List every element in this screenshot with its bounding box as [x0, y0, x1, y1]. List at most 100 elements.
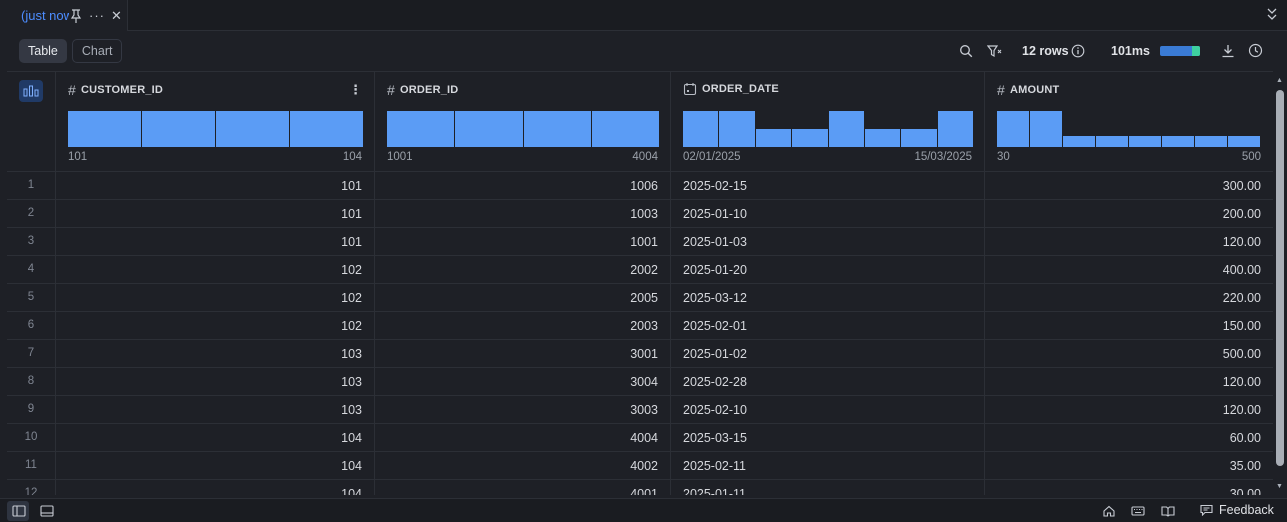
- cell-customer-id[interactable]: 101: [55, 200, 374, 228]
- cell-amount[interactable]: 120.00: [984, 368, 1273, 396]
- keyboard-icon[interactable]: [1131, 505, 1145, 517]
- cell-customer-id[interactable]: 101: [55, 228, 374, 256]
- more-options-icon[interactable]: ···: [89, 8, 105, 23]
- cell-order-date[interactable]: 2025-02-11: [670, 452, 984, 480]
- scroll-down-icon[interactable]: ▼: [1276, 483, 1283, 490]
- cell-amount[interactable]: 220.00: [984, 284, 1273, 312]
- cell-amount[interactable]: 400.00: [984, 256, 1273, 284]
- cell-order-date[interactable]: 2025-01-02: [670, 340, 984, 368]
- column-menu-icon[interactable]: ⋮: [349, 82, 362, 97]
- vertical-scrollbar[interactable]: ▲ ▼: [1273, 71, 1287, 495]
- cell-amount[interactable]: 120.00: [984, 228, 1273, 256]
- cell-order-id[interactable]: 4002: [374, 452, 670, 480]
- info-icon[interactable]: [1071, 44, 1085, 58]
- cell-order-date[interactable]: 2025-02-10: [670, 396, 984, 424]
- cell-order-date[interactable]: 2025-03-12: [670, 284, 984, 312]
- cell-amount[interactable]: 35.00: [984, 452, 1273, 480]
- cell-order-date[interactable]: 2025-02-28: [670, 368, 984, 396]
- cell-customer-id[interactable]: 103: [55, 368, 374, 396]
- cell-customer-id[interactable]: 104: [55, 424, 374, 452]
- table-row[interactable]: 10 104 4004 2025-03-15 60.00: [7, 424, 1273, 452]
- cell-customer-id[interactable]: 102: [55, 256, 374, 284]
- row-number: 12: [24, 487, 38, 495]
- column-histogram: [997, 111, 1260, 147]
- column-header-customer-id[interactable]: # CUSTOMER_ID ⋮ 101 104: [55, 72, 374, 172]
- table-row[interactable]: 7 103 3001 2025-01-02 500.00: [7, 340, 1273, 368]
- range-min: 30: [997, 151, 1010, 163]
- cell-order-date[interactable]: 2025-03-15: [670, 424, 984, 452]
- table-row[interactable]: 4 102 2002 2025-01-20 400.00: [7, 256, 1273, 284]
- table-row[interactable]: 1 101 1006 2025-02-15 300.00: [7, 172, 1273, 200]
- table-row[interactable]: 8 103 3004 2025-02-28 120.00: [7, 368, 1273, 396]
- cell-order-id[interactable]: 2005: [374, 284, 670, 312]
- bottom-panel-icon[interactable]: [40, 505, 54, 517]
- table-row[interactable]: 12 104 4001 2025-01-11 30.00: [7, 480, 1273, 495]
- cell-order-id[interactable]: 3003: [374, 396, 670, 424]
- table-row[interactable]: 3 101 1001 2025-01-03 120.00: [7, 228, 1273, 256]
- query-duration: 101ms: [1111, 44, 1150, 58]
- download-icon[interactable]: [1221, 44, 1235, 58]
- table-view-button[interactable]: Table: [19, 39, 67, 63]
- cell-order-id[interactable]: 3001: [374, 340, 670, 368]
- column-header-amount[interactable]: # AMOUNT 30 500: [984, 72, 1273, 172]
- cell-amount[interactable]: 60.00: [984, 424, 1273, 452]
- hash-icon: #: [997, 82, 1005, 98]
- cell-customer-id[interactable]: 102: [55, 284, 374, 312]
- range-max: 500: [1241, 151, 1261, 163]
- table-row[interactable]: 2 101 1003 2025-01-10 200.00: [7, 200, 1273, 228]
- cell-order-id[interactable]: 2002: [374, 256, 670, 284]
- filter-icon[interactable]: [987, 44, 1002, 58]
- chart-view-button[interactable]: Chart: [71, 39, 123, 63]
- cell-order-id[interactable]: 3004: [374, 368, 670, 396]
- scroll-up-icon[interactable]: ▲: [1276, 77, 1283, 84]
- history-icon[interactable]: [1248, 43, 1263, 58]
- home-icon[interactable]: [1102, 505, 1116, 517]
- cell-order-id[interactable]: 1003: [374, 200, 670, 228]
- table-row[interactable]: 11 104 4002 2025-02-11 35.00: [7, 452, 1273, 480]
- pin-icon[interactable]: [70, 8, 82, 23]
- collapse-panel-icon[interactable]: [1266, 7, 1278, 21]
- hash-icon: #: [387, 82, 395, 98]
- cell-amount[interactable]: 200.00: [984, 200, 1273, 228]
- table-row[interactable]: 9 103 3003 2025-02-10 120.00: [7, 396, 1273, 424]
- histogram-bar: [1162, 136, 1194, 147]
- cell-order-date[interactable]: 2025-01-10: [670, 200, 984, 228]
- cell-customer-id[interactable]: 104: [55, 480, 374, 495]
- docs-book-icon[interactable]: [1161, 505, 1175, 517]
- cell-amount[interactable]: 500.00: [984, 340, 1273, 368]
- cell-customer-id[interactable]: 103: [55, 340, 374, 368]
- column-header-order-date[interactable]: ORDER_DATE 02/01/2025 15/03/2025: [670, 72, 984, 172]
- search-icon[interactable]: [959, 44, 973, 58]
- cell-order-date[interactable]: 2025-01-11: [670, 480, 984, 495]
- cell-amount[interactable]: 30.00: [984, 480, 1273, 495]
- feedback-button[interactable]: Feedback: [1200, 503, 1274, 517]
- cell-customer-id[interactable]: 103: [55, 396, 374, 424]
- cell-amount[interactable]: 300.00: [984, 172, 1273, 200]
- close-tab-icon[interactable]: ✕: [111, 7, 122, 23]
- row-count: 12 rows: [1022, 44, 1069, 58]
- cell-order-date[interactable]: 2025-01-03: [670, 228, 984, 256]
- column-header-order-id[interactable]: # ORDER_ID 1001 4004: [374, 72, 670, 172]
- range-min: 101: [68, 151, 88, 163]
- cell-customer-id[interactable]: 101: [55, 172, 374, 200]
- cell-order-date[interactable]: 2025-01-20: [670, 256, 984, 284]
- cell-order-id[interactable]: 1001: [374, 228, 670, 256]
- cell-amount[interactable]: 150.00: [984, 312, 1273, 340]
- column-name: # ORDER_ID: [387, 82, 459, 98]
- cell-customer-id[interactable]: 104: [55, 452, 374, 480]
- cell-order-id[interactable]: 2003: [374, 312, 670, 340]
- column-stats-toggle[interactable]: [19, 80, 43, 102]
- cell-order-id[interactable]: 4004: [374, 424, 670, 452]
- table-row[interactable]: 5 102 2005 2025-03-12 220.00: [7, 284, 1273, 312]
- table-row[interactable]: 6 102 2003 2025-02-01 150.00: [7, 312, 1273, 340]
- cell-order-date[interactable]: 2025-02-01: [670, 312, 984, 340]
- histogram-bar: [901, 129, 937, 147]
- cell-order-id[interactable]: 1006: [374, 172, 670, 200]
- cell-amount[interactable]: 120.00: [984, 396, 1273, 424]
- scrollbar-thumb[interactable]: [1276, 90, 1284, 466]
- cell-customer-id[interactable]: 102: [55, 312, 374, 340]
- histogram-bar: [828, 111, 864, 147]
- query-result-tab[interactable]: (just now) ··· ✕: [0, 0, 128, 31]
- cell-order-id[interactable]: 4001: [374, 480, 670, 495]
- cell-order-date[interactable]: 2025-02-15: [670, 172, 984, 200]
